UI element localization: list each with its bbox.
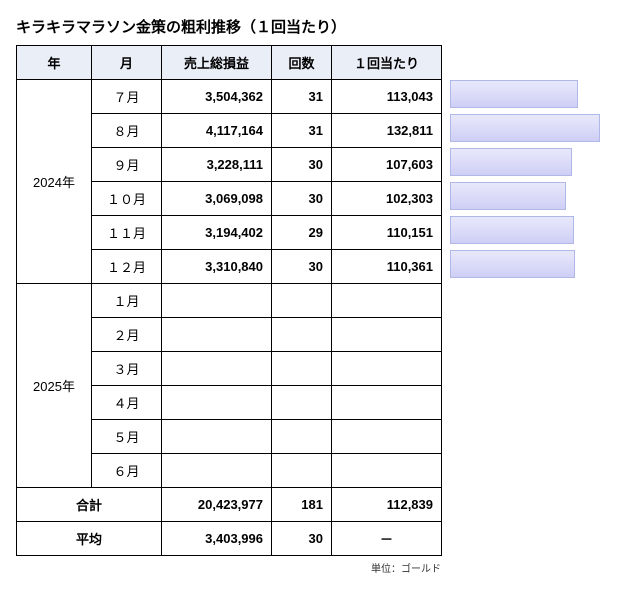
month-cell: ５月 xyxy=(92,420,162,454)
per-cell xyxy=(332,386,442,420)
per-cell xyxy=(332,352,442,386)
count-cell: 30 xyxy=(272,182,332,216)
avg-label: 平均 xyxy=(17,522,162,556)
month-cell: ３月 xyxy=(92,352,162,386)
gross-cell xyxy=(162,284,272,318)
header-year: 年 xyxy=(17,46,92,80)
table-header-row: 年 月 売上総損益 回数 １回当たり xyxy=(17,46,442,80)
table-row: 2025年１月 xyxy=(17,284,442,318)
avg-row: 平均 3,403,996 30 － xyxy=(17,522,442,556)
per-cell xyxy=(332,318,442,352)
gross-cell: 3,069,098 xyxy=(162,182,272,216)
per-cell: 107,603 xyxy=(332,148,442,182)
per-cell: 132,811 xyxy=(332,114,442,148)
month-cell: １１月 xyxy=(92,216,162,250)
count-cell: 31 xyxy=(272,114,332,148)
table-row: 2024年７月3,504,36231113,043 xyxy=(17,80,442,114)
gross-cell xyxy=(162,420,272,454)
total-per: 112,839 xyxy=(332,488,442,522)
avg-gross: 3,403,996 xyxy=(162,522,272,556)
per-cell: 113,043 xyxy=(332,80,442,114)
gross-cell xyxy=(162,318,272,352)
month-cell: ７月 xyxy=(92,80,162,114)
count-cell xyxy=(272,352,332,386)
month-cell: １２月 xyxy=(92,250,162,284)
per-cell xyxy=(332,420,442,454)
header-per: １回当たり xyxy=(332,46,442,80)
table-wrapper: 年 月 売上総損益 回数 １回当たり 2024年７月3,504,36231113… xyxy=(16,45,442,575)
content-layout: 年 月 売上総損益 回数 １回当たり 2024年７月3,504,36231113… xyxy=(16,45,624,575)
count-cell xyxy=(272,284,332,318)
bar xyxy=(450,114,600,142)
count-cell xyxy=(272,386,332,420)
count-cell: 31 xyxy=(272,80,332,114)
header-count: 回数 xyxy=(272,46,332,80)
header-month: 月 xyxy=(92,46,162,80)
month-cell: １０月 xyxy=(92,182,162,216)
total-count: 181 xyxy=(272,488,332,522)
gross-cell: 3,194,402 xyxy=(162,216,272,250)
profit-table: 年 月 売上総損益 回数 １回当たり 2024年７月3,504,36231113… xyxy=(16,45,442,556)
month-cell: ９月 xyxy=(92,148,162,182)
header-gross: 売上総損益 xyxy=(162,46,272,80)
count-cell: 30 xyxy=(272,250,332,284)
gross-cell xyxy=(162,352,272,386)
month-cell: ８月 xyxy=(92,114,162,148)
per-bar-chart xyxy=(450,80,600,284)
avg-per: － xyxy=(332,522,442,556)
year-cell: 2025年 xyxy=(17,284,92,488)
per-cell: 110,361 xyxy=(332,250,442,284)
gross-cell: 4,117,164 xyxy=(162,114,272,148)
gross-cell: 3,310,840 xyxy=(162,250,272,284)
per-cell xyxy=(332,284,442,318)
total-gross: 20,423,977 xyxy=(162,488,272,522)
per-cell: 102,303 xyxy=(332,182,442,216)
bar xyxy=(450,80,578,108)
total-label: 合計 xyxy=(17,488,162,522)
count-cell: 30 xyxy=(272,148,332,182)
bar xyxy=(450,250,575,278)
gross-cell xyxy=(162,386,272,420)
per-cell: 110,151 xyxy=(332,216,442,250)
count-cell xyxy=(272,454,332,488)
bar xyxy=(450,148,572,176)
count-cell xyxy=(272,420,332,454)
count-cell: 29 xyxy=(272,216,332,250)
total-row: 合計 20,423,977 181 112,839 xyxy=(17,488,442,522)
avg-count: 30 xyxy=(272,522,332,556)
page-title: キラキラマラソン金策の粗利推移（１回当たり） xyxy=(16,16,624,37)
month-cell: １月 xyxy=(92,284,162,318)
month-cell: ２月 xyxy=(92,318,162,352)
gross-cell xyxy=(162,454,272,488)
gross-cell: 3,504,362 xyxy=(162,80,272,114)
unit-label: 単位：ゴールド xyxy=(16,560,441,575)
gross-cell: 3,228,111 xyxy=(162,148,272,182)
month-cell: ４月 xyxy=(92,386,162,420)
count-cell xyxy=(272,318,332,352)
year-cell: 2024年 xyxy=(17,80,92,284)
bar xyxy=(450,182,566,210)
month-cell: ６月 xyxy=(92,454,162,488)
per-cell xyxy=(332,454,442,488)
bar xyxy=(450,216,574,244)
